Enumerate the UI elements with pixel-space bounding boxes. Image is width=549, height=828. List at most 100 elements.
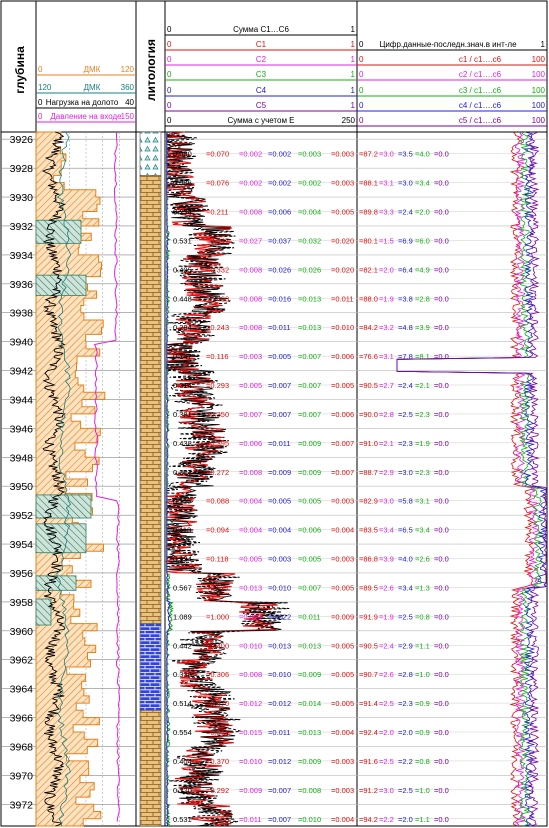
ratio-readout-p5: =0.0: [434, 555, 449, 564]
gas-readout-c1: =0.521: [206, 583, 229, 592]
track4-scale-max: 100: [532, 101, 546, 110]
depth-tick-label: 3952: [10, 510, 34, 522]
track3-scale-max: 1: [351, 25, 356, 34]
gas-readout-c1: =0.306: [206, 670, 229, 679]
gas-readout-c4: =0.009: [298, 468, 321, 477]
gas-readout-sum: 0.134: [173, 555, 192, 564]
gas-readout-c3: =0.002: [268, 150, 291, 159]
ratio-readout-p3: =2.5: [398, 612, 413, 621]
gas-readout-c2: =0.008: [239, 265, 262, 274]
gas-readout-sum: 0.320: [173, 786, 192, 795]
track4-scale-min: 0: [359, 101, 364, 110]
gas-readout-sum: 0.080: [173, 150, 192, 159]
ratio-readout-p3: =4.8: [398, 323, 413, 332]
ratio-readout-p2: =3.1: [379, 179, 394, 188]
ratio-readout-p5: =0.0: [434, 699, 449, 708]
track3-scale-min: 0: [167, 55, 172, 64]
gas-readout-c3: =0.005: [268, 497, 291, 506]
depth-tick-label: 3954: [10, 539, 34, 551]
track4-scale-min: 0: [359, 86, 364, 95]
depth-tick-label: 3964: [10, 684, 34, 696]
ratio-readout-p2: =3.0: [379, 786, 394, 795]
gas-readout-c5: =0.007: [331, 468, 354, 477]
gas-readout-c2: =0.027: [239, 236, 262, 245]
track3-scale-label: С3: [256, 70, 267, 79]
gas-readout-c2: =0.021: [239, 612, 262, 621]
ratio-readout-p1: =89.8: [359, 208, 378, 217]
ratio-readout-p5: =0.0: [434, 381, 449, 390]
gas-readout-c4: =0.009: [298, 439, 321, 448]
gas-show-band: [35, 598, 52, 626]
gas-readout-c2: =0.008: [239, 323, 262, 332]
c3-curve: [165, 131, 174, 827]
ratio-readout-p4: =1.1: [415, 815, 430, 824]
ratio-readout-p2: =2.5: [379, 699, 394, 708]
ratio-readout-p2: =3.1: [379, 352, 394, 361]
track4-scale-max: 100: [532, 116, 546, 125]
depth-tick-label: 3940: [10, 337, 34, 349]
c4-curve: [166, 132, 172, 827]
track3-scale-label: С2: [256, 55, 267, 64]
gas-readout-c2: =0.004: [239, 526, 262, 535]
dmk-teal-curve: [56, 131, 72, 827]
gas-readout-c5: =0.009: [331, 612, 354, 621]
gas-readout-c2: =0.008: [239, 208, 262, 217]
track3-scale-label: С5: [256, 101, 267, 110]
track1-scale-label: Давление на входе: [50, 112, 122, 121]
gas-readout-c2: =0.005: [239, 555, 262, 564]
gas-readout-c2: =0.008: [239, 468, 262, 477]
gas-readout-c5: =0.003: [331, 786, 354, 795]
gas-readout-c1: =0.395: [206, 439, 229, 448]
gas-readout-c5: =0.004: [331, 526, 354, 535]
ratio-readout-p3: =2.4: [398, 208, 413, 217]
ratio-readout-p4: =0.9: [415, 699, 430, 708]
gas-readout-c1: =0.447: [206, 236, 229, 245]
gas-readout-c2: =0.009: [239, 786, 262, 795]
gas-readout-c4: =0.013: [298, 728, 321, 737]
ratio-readout-p5: =0.0: [434, 179, 449, 188]
track3-scale-max: 1: [351, 86, 356, 95]
gas-readout-c2: =0.008: [239, 670, 262, 679]
gas-show-band: [35, 219, 82, 244]
ratio-readout-p3: =6.4: [398, 265, 413, 274]
ratio-readout-p1: =88.1: [359, 179, 378, 188]
ratio-readout-p5: =0.0: [434, 265, 449, 274]
ratio-readout-p3: =4.0: [398, 555, 413, 564]
ratio-readout-p1: =90.0: [359, 410, 378, 419]
ratio-readout-p5: =0.0: [434, 236, 449, 245]
track1-scale-min: 120: [38, 83, 52, 92]
gas-readout-c4: =0.006: [298, 526, 321, 535]
gas-readout-c3: =0.007: [268, 410, 291, 419]
ratio-readout-p5: =0.0: [434, 612, 449, 621]
gas-readout-c3: =0.009: [268, 468, 291, 477]
ratio-readout-p2: =3.4: [379, 526, 394, 535]
gas-readout-c1: =0.292: [206, 786, 229, 795]
ratio-readout-p5: =0.0: [434, 294, 449, 303]
ratio-curve: [396, 131, 547, 827]
gas-readout-sum: 0.405: [173, 265, 192, 274]
ratio-readout-p4: =1.0: [415, 786, 430, 795]
gas-readout-c3: =0.007: [268, 815, 291, 824]
gas-readout-c1: =0.094: [206, 526, 229, 535]
ratio-readout-p4: =2.8: [415, 294, 430, 303]
ratio-readout-p4: =0.9: [415, 728, 430, 737]
ratio-readout-p4: =4.0: [415, 150, 430, 159]
track1-scale-max: 120: [121, 65, 135, 74]
gas-readout-sum: 0.381: [173, 410, 192, 419]
gas-readout-c3: =0.004: [268, 526, 291, 535]
ratio-readout-p2: =3.3: [379, 208, 394, 217]
track4-scale-min: 0: [359, 40, 364, 49]
depth-tick-label: 3934: [10, 250, 34, 262]
ratio-readout-p2: =3.0: [379, 150, 394, 159]
ratio-readout-p3: =3.0: [398, 468, 413, 477]
ratio-readout-p5: =0.0: [434, 728, 449, 737]
track1-scale-min: 0: [38, 112, 43, 121]
ratio-readout-p3: =2.8: [398, 670, 413, 679]
ratio-readout-p1: =91.4: [359, 699, 378, 708]
track4-scale-max: 100: [532, 55, 546, 64]
gas-readout-c5: =0.003: [331, 497, 354, 506]
track3-scale-label: С4: [256, 86, 267, 95]
gas-readout-c5: =0.003: [331, 150, 354, 159]
ratio-readout-p5: =0.0: [434, 352, 449, 361]
track1-scale-max: 40: [125, 98, 134, 107]
